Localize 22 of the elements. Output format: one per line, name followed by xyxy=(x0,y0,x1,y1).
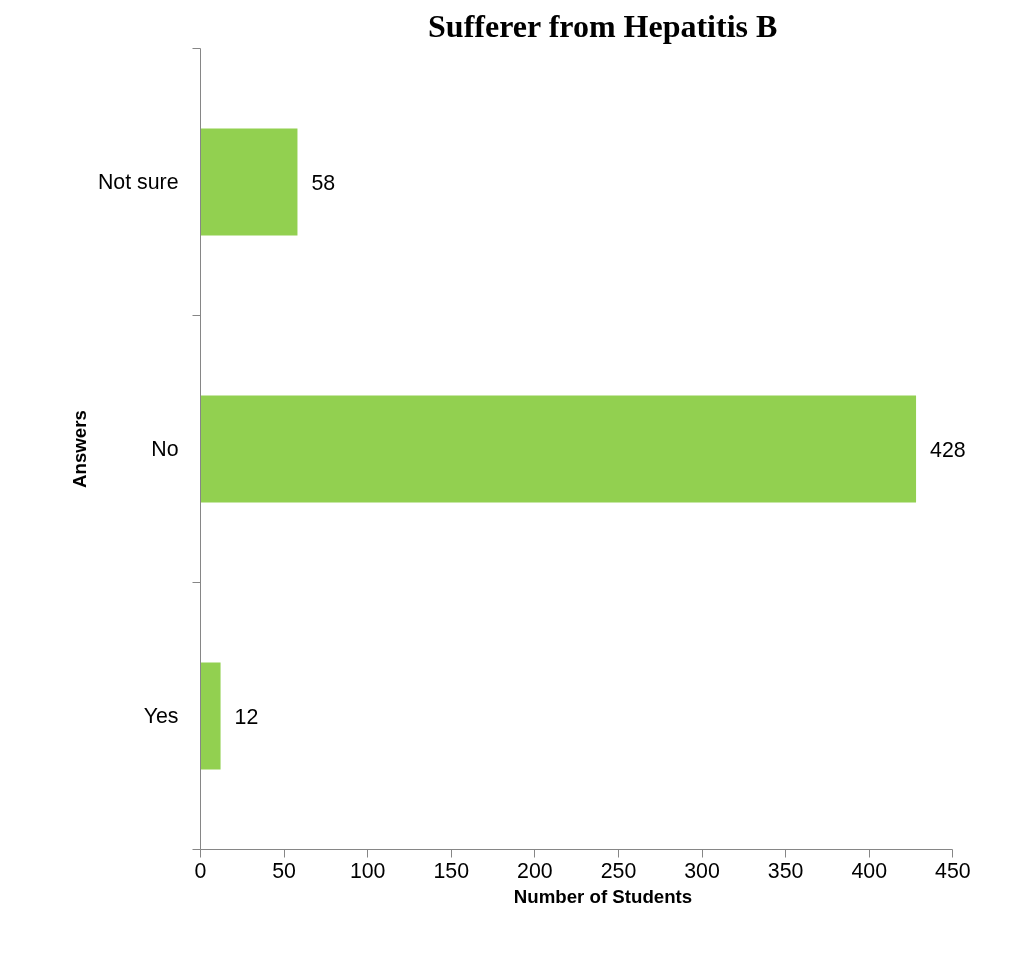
x-tick-label: 100 xyxy=(349,858,386,883)
x-tick-label: 50 xyxy=(272,858,297,883)
x-tick-label: 250 xyxy=(600,858,637,883)
bar xyxy=(200,662,221,770)
chart-title: Sufferer from Hepatitis B xyxy=(428,7,778,44)
data-label: 12 xyxy=(234,704,259,729)
x-tick-label: 400 xyxy=(851,858,888,883)
y-tick-label: Not sure xyxy=(97,170,179,194)
x-tick-label: 300 xyxy=(684,858,720,883)
data-label: 58 xyxy=(311,170,336,195)
y-axis-title: Answers xyxy=(68,410,90,488)
x-tick-label: 450 xyxy=(935,858,971,883)
bar xyxy=(200,395,917,503)
y-tick-label: No xyxy=(151,437,179,461)
x-tick-label: 200 xyxy=(517,858,553,883)
data-label: 428 xyxy=(930,437,966,462)
x-tick-label: 150 xyxy=(433,858,470,883)
bar xyxy=(200,128,298,236)
x-tick-label: 350 xyxy=(767,858,804,883)
y-tick-label: Yes xyxy=(143,704,179,728)
x-axis-title: Number of Students xyxy=(513,885,693,907)
x-tick-label: 0 xyxy=(194,858,207,883)
